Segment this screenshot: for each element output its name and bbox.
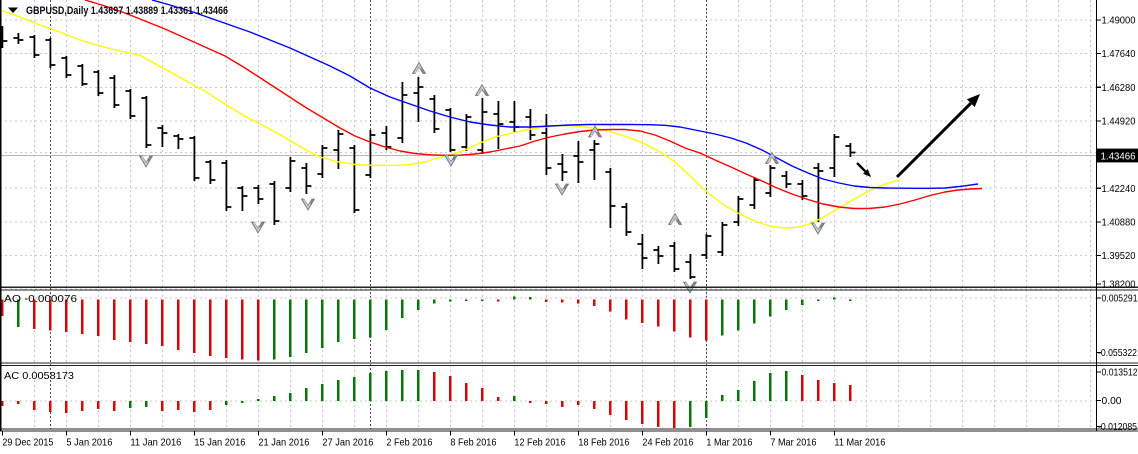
svg-text:0.005291: 0.005291 xyxy=(1102,293,1138,305)
svg-text:1.49000: 1.49000 xyxy=(1102,15,1136,27)
svg-text:1.40880: 1.40880 xyxy=(1102,217,1136,229)
svg-text:1.39520: 1.39520 xyxy=(1102,250,1136,262)
svg-text:8 Feb 2016: 8 Feb 2016 xyxy=(450,437,496,449)
svg-text:2 Feb 2016: 2 Feb 2016 xyxy=(386,437,432,449)
svg-text:0.013512: 0.013512 xyxy=(1102,367,1138,379)
svg-text:18 Feb 2016: 18 Feb 2016 xyxy=(578,437,629,449)
svg-text:11 Mar 2016: 11 Mar 2016 xyxy=(834,437,885,449)
svg-text:24 Feb 2016: 24 Feb 2016 xyxy=(642,437,693,449)
svg-text:1.43466: 1.43466 xyxy=(1101,150,1136,162)
svg-text:1.46280: 1.46280 xyxy=(1102,82,1136,94)
svg-text:1.38200: 1.38200 xyxy=(1102,279,1136,291)
svg-text:1 Mar 2016: 1 Mar 2016 xyxy=(706,437,752,449)
svg-text:1.47640: 1.47640 xyxy=(1102,48,1136,60)
svg-text:AC 0.0058173: AC 0.0058173 xyxy=(4,370,74,382)
svg-text:21 Jan 2016: 21 Jan 2016 xyxy=(258,437,309,449)
svg-text:-0.055322: -0.055322 xyxy=(1098,347,1137,359)
svg-text:GBPUSD,Daily 1.43697 1.43889: GBPUSD,Daily 1.43697 1.43889 1.43361 1.4… xyxy=(26,5,228,17)
svg-text:27 Jan 2016: 27 Jan 2016 xyxy=(322,437,373,449)
svg-text:11 Jan 2016: 11 Jan 2016 xyxy=(130,437,181,449)
svg-text:1.42240: 1.42240 xyxy=(1102,183,1136,195)
svg-text:7 Mar 2016: 7 Mar 2016 xyxy=(770,437,816,449)
svg-text:29 Dec 2015: 29 Dec 2015 xyxy=(2,437,53,449)
svg-text:1.44920: 1.44920 xyxy=(1102,116,1136,128)
svg-text:0.00: 0.00 xyxy=(1102,395,1122,407)
svg-text:AO -0.000076: AO -0.000076 xyxy=(4,293,77,305)
svg-text:-0.012085: -0.012085 xyxy=(1098,421,1137,433)
svg-text:5 Jan 2016: 5 Jan 2016 xyxy=(66,437,112,449)
svg-text:15 Jan 2016: 15 Jan 2016 xyxy=(194,437,245,449)
svg-text:12 Feb 2016: 12 Feb 2016 xyxy=(514,437,565,449)
